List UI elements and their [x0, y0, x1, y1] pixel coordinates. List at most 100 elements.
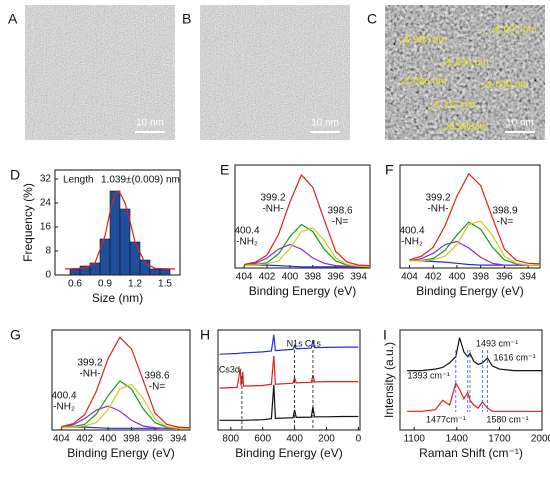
peak-label: 398.6: [327, 206, 352, 217]
x-tick-label: 394: [520, 272, 537, 283]
x-tick-label: 394: [350, 272, 367, 283]
spectrum: [244, 227, 371, 268]
x-tick-label: 1.5: [158, 279, 172, 290]
x-tick-label: 404: [401, 272, 418, 283]
panel-label: C: [367, 11, 377, 27]
x-axis-label: Size (nm): [92, 291, 143, 305]
x-tick-label: 402: [425, 272, 442, 283]
x-axis-label: Raman Shift (cm⁻¹): [419, 446, 523, 460]
peak-label: -N=: [149, 382, 166, 393]
tem-image: [385, 5, 545, 140]
measure-line: [480, 80, 492, 90]
legend-value: 1.039±(0.009) nm: [101, 175, 180, 186]
panel-label: A: [8, 11, 18, 27]
x-tick-label: 400: [282, 272, 299, 283]
legend-text: Length: [63, 175, 94, 186]
x-tick-label: 398: [304, 272, 321, 283]
y-tick-label: 8: [45, 246, 51, 257]
spectrum: [407, 337, 542, 372]
x-tick-label: 0.6: [68, 279, 82, 290]
x-axis-label: Binding Energy (eV): [249, 284, 356, 298]
spectrum: [409, 172, 541, 265]
spectrum: [244, 243, 370, 268]
spectrum: [61, 336, 191, 429]
x-tick-label: 398: [472, 272, 489, 283]
measure-line: [398, 35, 410, 45]
panel-label: B: [182, 11, 191, 27]
y-tick-label: 0: [45, 270, 51, 281]
x-tick-label: 396: [496, 272, 513, 283]
spectrum: [407, 381, 542, 412]
y-axis-label: Intensity (a.u.): [382, 342, 396, 418]
peak-label: 400.4: [51, 391, 76, 402]
peak-label: 399.2: [425, 193, 450, 204]
plot-frame: [234, 164, 371, 269]
plot-frame: [399, 164, 541, 269]
measure-line: [488, 25, 500, 35]
bar: [69, 268, 81, 276]
measure-line: [440, 58, 452, 68]
peak-label: 398.6: [144, 371, 169, 382]
measurement: 1.040 nm: [487, 80, 529, 91]
peak-label: 1493 cm⁻¹: [476, 338, 518, 348]
x-tick-label: 396: [147, 434, 164, 445]
panel-label: E: [220, 162, 229, 178]
x-tick-label: 402: [259, 272, 276, 283]
bar: [139, 259, 151, 276]
bar: [159, 268, 171, 276]
fit-curve: [64, 190, 176, 270]
peak-label: Cs3d: [219, 364, 240, 374]
spectrum: [409, 220, 540, 266]
spectrum: [409, 221, 540, 266]
x-tick-label: 400: [449, 272, 466, 283]
measurement: 1.036 nm: [405, 77, 447, 88]
x-tick-label: 200: [318, 434, 335, 445]
x-tick-label: 1700: [488, 434, 511, 445]
spectrum: [61, 405, 190, 429]
plot-frame: [217, 329, 361, 431]
x-tick-label: 394: [170, 434, 187, 445]
bar: [79, 265, 91, 276]
x-tick-label: 1400: [446, 434, 469, 445]
x-tick-label: 400: [100, 434, 117, 445]
spectrum: [219, 334, 359, 355]
tem-image: [25, 5, 175, 140]
measurement: 1.004 nm: [447, 58, 489, 69]
plot-frame: [399, 329, 543, 431]
x-tick-label: 404: [236, 272, 253, 283]
peak-label: 398.9: [492, 206, 517, 217]
x-tick-label: 0: [356, 434, 362, 445]
scale-bar-label: 10 nm: [506, 118, 534, 129]
peak-label: 400.4: [234, 226, 259, 237]
panel-label: G: [10, 327, 21, 343]
panel-label: D: [10, 167, 20, 183]
x-tick-label: 1100: [403, 434, 425, 445]
measure-line: [428, 100, 440, 110]
x-tick-label: 402: [76, 434, 93, 445]
spectrum: [409, 240, 540, 266]
x-tick-label: 398: [123, 434, 140, 445]
peak-label: -NH-: [79, 369, 100, 380]
spectrum: [219, 384, 359, 421]
measurement: 0.900nm: [449, 122, 488, 133]
peak-label: 1616 cm⁻¹: [493, 352, 535, 362]
spectrum: [61, 383, 190, 429]
peak-label: -NH₂: [236, 237, 258, 248]
spectrum: [219, 355, 359, 389]
panel-label: H: [200, 327, 210, 343]
peak-label: 400.4: [399, 226, 424, 237]
peak-label: C1s: [305, 338, 322, 348]
x-tick-label: 396: [327, 272, 344, 283]
x-tick-label: 404: [53, 434, 70, 445]
x-tick-label: 400: [286, 434, 303, 445]
peak-label: -NH₂: [401, 237, 423, 248]
y-axis-label: Frequency (%): [21, 183, 35, 262]
peak-label: 1580 cm⁻¹: [486, 414, 528, 424]
peak-label: N1s: [287, 338, 304, 348]
y-tick-label: 24: [40, 198, 52, 209]
measurement: 1.022 nm: [495, 25, 537, 36]
x-tick-label: 1.2: [128, 279, 142, 290]
plot-frame: [51, 329, 191, 431]
